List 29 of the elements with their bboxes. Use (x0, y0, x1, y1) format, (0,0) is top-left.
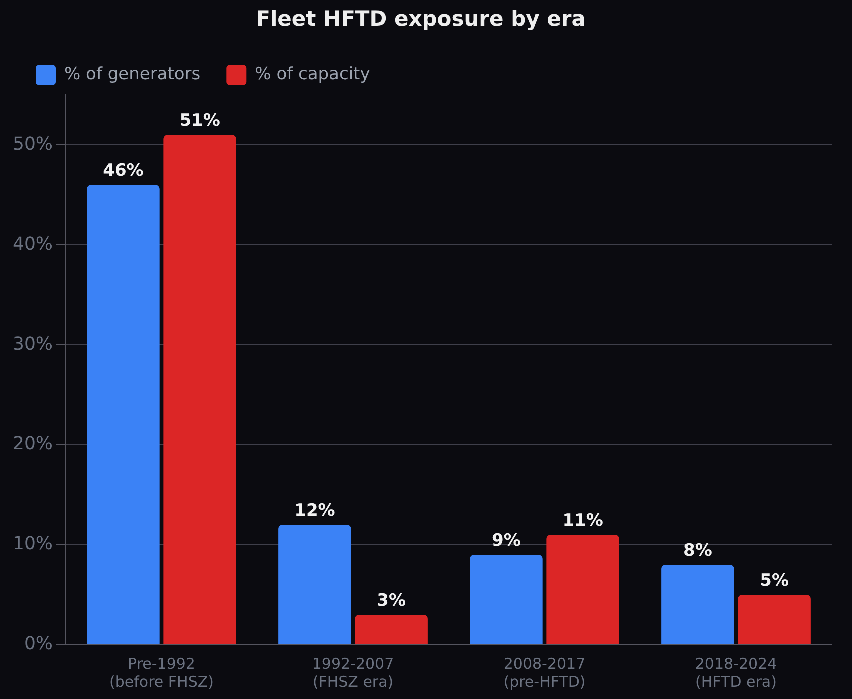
bar (87, 185, 160, 644)
data-label: 3% (377, 590, 406, 611)
bar (164, 135, 236, 644)
y-tick-label: 0% (24, 634, 54, 655)
data-label: 51% (180, 111, 220, 132)
data-label: 9% (492, 530, 521, 551)
data-label: 46% (103, 161, 144, 182)
x-tick-label: Pre-1992 (before FHSZ) (110, 654, 214, 691)
x-tick-label: 1992-2007 (FHSZ era) (312, 654, 394, 691)
bar (355, 615, 428, 644)
bar (546, 535, 620, 644)
bar (278, 525, 352, 644)
chart-title: Fleet HFTD exposure by era (256, 7, 586, 32)
data-label: 11% (562, 510, 604, 531)
y-tick-label: 10% (12, 534, 54, 555)
y-tick-label: 40% (12, 234, 54, 255)
bar (738, 595, 811, 644)
bar (470, 555, 543, 644)
data-label: 8% (684, 540, 712, 561)
data-label: 12% (294, 500, 336, 521)
y-tick-label: 50% (12, 134, 54, 155)
y-tick-label: 30% (12, 334, 54, 355)
legend-label: % of capacity (255, 64, 370, 85)
x-tick-label: 2018-2024 (HFTD era) (695, 654, 778, 691)
y-tick-label: 20% (12, 434, 54, 455)
legend-label: % of generators (64, 64, 201, 85)
data-label: 5% (760, 570, 789, 591)
bar (662, 565, 734, 644)
x-tick-label: 2008-2017 (pre-HFTD) (504, 654, 586, 691)
